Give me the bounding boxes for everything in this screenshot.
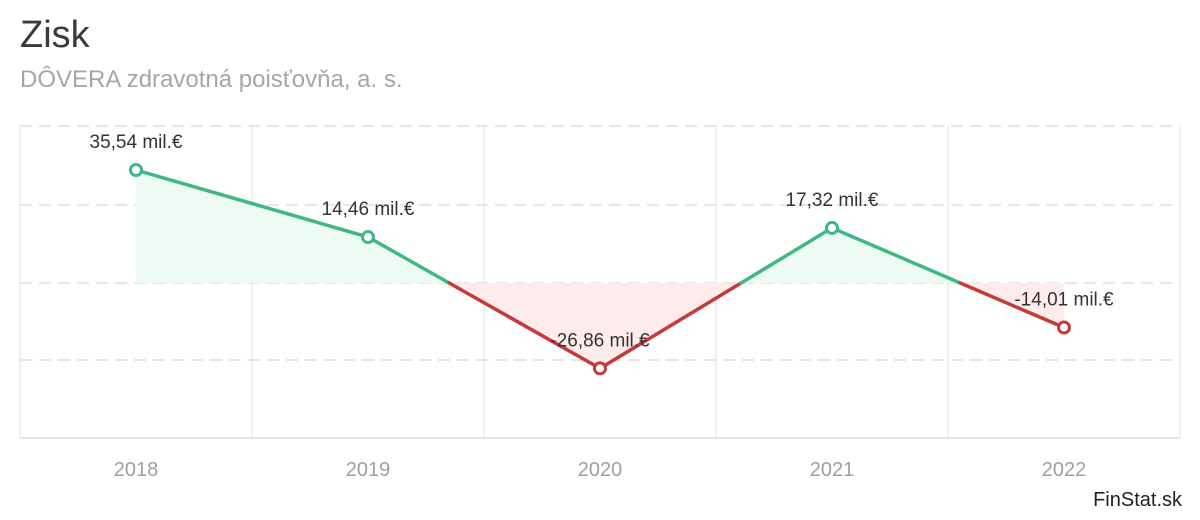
chart-title: Zisk bbox=[20, 14, 90, 56]
x-tick-label: 2021 bbox=[810, 459, 855, 481]
series-line-negative bbox=[958, 281, 1066, 330]
x-tick-label: 2020 bbox=[578, 459, 623, 481]
data-label-2022: -14,01 mil.€ bbox=[1014, 290, 1114, 311]
data-label-2020: -26,86 mil.€ bbox=[550, 330, 650, 351]
data-point-2018 bbox=[129, 163, 143, 177]
data-point-2019 bbox=[361, 230, 375, 245]
brand-logo[interactable]: FinStat.sk bbox=[1093, 489, 1182, 511]
series-line-negative bbox=[598, 281, 743, 371]
x-tick-label: 2019 bbox=[346, 459, 391, 481]
series-line-positive bbox=[134, 168, 370, 239]
data-point-2021 bbox=[825, 220, 839, 235]
series-line-positive bbox=[739, 226, 834, 285]
x-tick-label: 2018 bbox=[114, 459, 159, 481]
series-line-positive bbox=[830, 226, 963, 285]
data-point-2020 bbox=[593, 361, 607, 376]
data-point-2022 bbox=[1057, 320, 1071, 335]
series-line-positive bbox=[366, 235, 451, 285]
x-tick-label: 2022 bbox=[1042, 459, 1087, 481]
data-label-2021: 17,32 mil.€ bbox=[786, 190, 879, 211]
data-label-2019: 14,46 mil.€ bbox=[322, 199, 415, 220]
chart-subtitle: DÔVERA zdravotná poisťovňa, a. s. bbox=[20, 66, 403, 93]
area-fill-positive bbox=[136, 170, 368, 283]
series-line-negative bbox=[447, 281, 602, 371]
data-label-2018: 35,54 mil.€ bbox=[90, 132, 183, 153]
